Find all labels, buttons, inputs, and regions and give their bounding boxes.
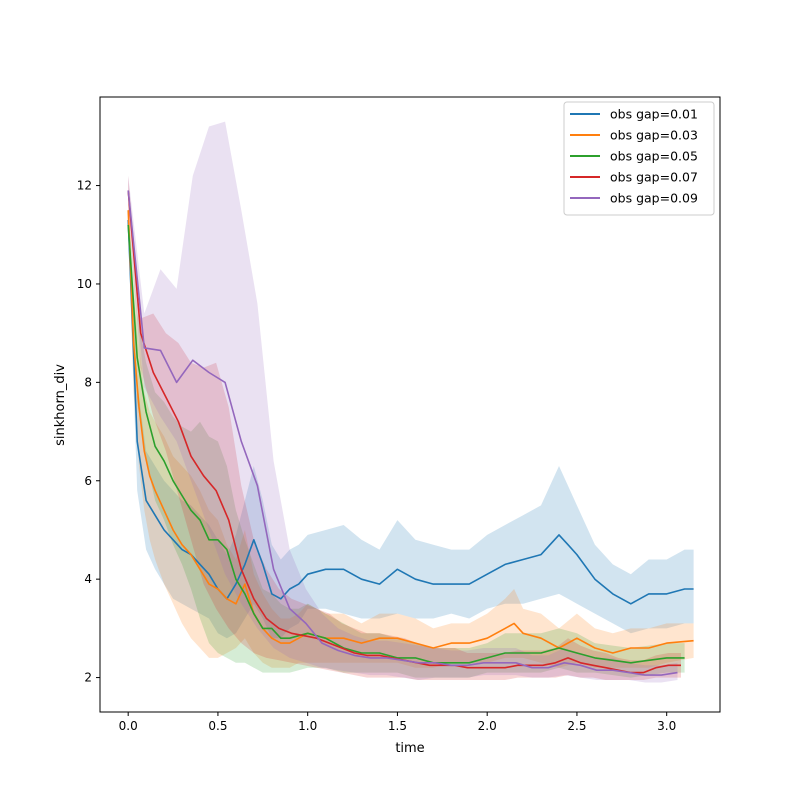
y-tick-label: 10	[77, 277, 92, 291]
legend-label: obs gap=0.03	[610, 128, 698, 143]
legend-label: obs gap=0.01	[610, 107, 698, 122]
x-axis: 0.0 0.5 1.0 1.5 2.0 2.5 3.0	[119, 712, 676, 733]
x-tick-label: 2.5	[567, 719, 586, 733]
y-tick-label: 12	[77, 179, 92, 193]
series-lines	[127, 190, 694, 676]
plot-frame	[99, 96, 721, 713]
x-tick-label: 3.0	[657, 719, 676, 733]
x-axis-label: time	[395, 741, 424, 756]
legend-label: obs gap=0.05	[610, 149, 698, 164]
y-tick-label: 4	[84, 572, 92, 586]
y-tick-label: 2	[84, 671, 92, 685]
legend: obs gap=0.01 obs gap=0.03 obs gap=0.05 obs …	[563, 101, 715, 216]
y-axis-label: sinkhorn_div	[53, 364, 68, 446]
legend-box	[563, 101, 715, 216]
legend-label: obs gap=0.09	[610, 191, 698, 206]
x-tick-label: 0.0	[119, 719, 138, 733]
line-series-5	[127, 190, 678, 676]
band-series-2	[128, 195, 694, 668]
y-tick-label: 6	[84, 474, 92, 488]
confidence-bands	[128, 121, 694, 683]
legend-label: obs gap=0.07	[610, 170, 698, 185]
x-tick-label: 1.0	[298, 719, 317, 733]
band-series-5	[128, 121, 678, 683]
x-tick-label: 2.0	[478, 719, 497, 733]
x-tick-label: 1.5	[388, 719, 407, 733]
x-tick-label: 0.5	[208, 719, 227, 733]
band-series-1	[128, 205, 694, 639]
y-axis: 2 4 6 8 10 12	[77, 179, 100, 685]
y-tick-label: 8	[84, 375, 92, 389]
